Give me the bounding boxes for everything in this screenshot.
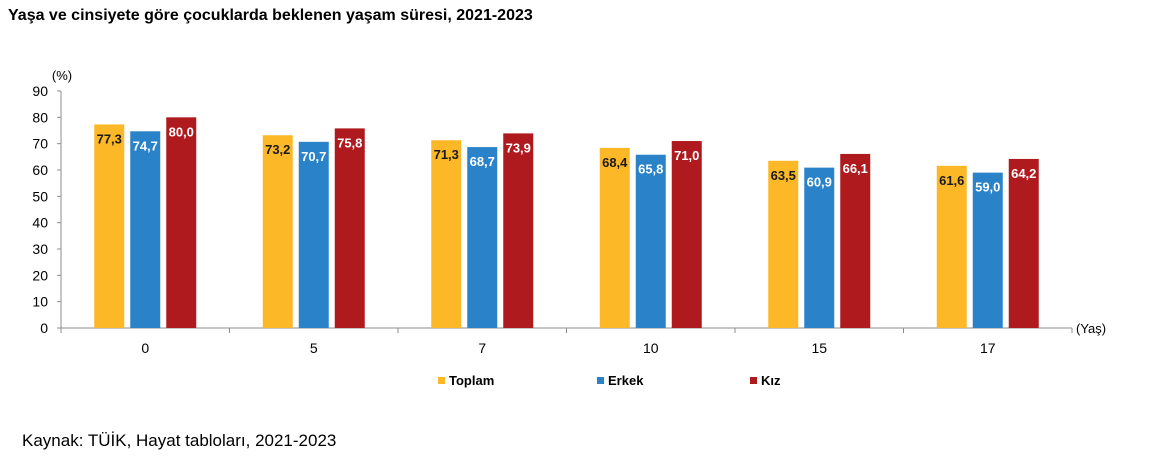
bar — [130, 131, 161, 328]
data-label: 75,8 — [337, 135, 362, 150]
y-tick-label: 60 — [32, 162, 48, 178]
data-label: 71,0 — [674, 148, 699, 163]
y-tick-label: 50 — [32, 188, 48, 204]
x-tick-label: 5 — [310, 340, 318, 356]
data-label: 73,9 — [506, 140, 531, 155]
bar — [635, 154, 666, 328]
bar — [334, 128, 365, 328]
bar — [936, 165, 967, 328]
legend-label-kiz: Kız — [761, 373, 781, 388]
x-tick-label: 0 — [141, 340, 149, 356]
y-tick-label: 30 — [32, 241, 48, 257]
data-label: 74,7 — [133, 138, 158, 153]
chart-title: Yaşa ve cinsiyete göre çocuklarda beklen… — [8, 7, 533, 24]
y-tick-label: 80 — [32, 109, 48, 125]
legend-swatch-erkek — [597, 377, 604, 384]
bar — [166, 117, 197, 328]
legend-swatch-toplam — [438, 377, 445, 384]
data-label: 73,2 — [265, 142, 290, 157]
bar — [262, 135, 293, 328]
bar — [671, 141, 702, 328]
data-label: 63,5 — [771, 168, 796, 183]
data-label: 80,0 — [169, 124, 194, 139]
bar — [840, 153, 871, 328]
y-tick-label: 40 — [32, 215, 48, 231]
legend-item-erkek: Erkek — [597, 373, 643, 388]
legend-label-toplam: Toplam — [449, 373, 495, 388]
y-axis-label: (%) — [52, 68, 72, 83]
legend-item-kiz: Kız — [750, 373, 781, 388]
data-label: 61,6 — [939, 173, 964, 188]
y-tick-label: 20 — [32, 267, 48, 283]
bar — [467, 147, 498, 328]
x-tick-label: 7 — [478, 340, 486, 356]
bar — [431, 140, 462, 328]
data-label: 77,3 — [97, 131, 122, 146]
y-tick-label: 10 — [32, 294, 48, 310]
legend-item-toplam: Toplam — [438, 373, 494, 388]
data-label: 68,7 — [470, 154, 495, 169]
legend-swatch-kiz — [750, 377, 757, 384]
x-tick-label: 17 — [980, 340, 996, 356]
data-label: 70,7 — [301, 149, 326, 164]
data-label: 71,3 — [434, 147, 459, 162]
bar — [94, 124, 125, 329]
bar — [972, 172, 1003, 328]
data-label: 60,9 — [807, 175, 832, 190]
bar — [804, 167, 835, 328]
bar — [1008, 158, 1039, 328]
data-label: 65,8 — [638, 162, 663, 177]
data-label: 64,2 — [1011, 166, 1036, 181]
x-axis-label: (Yaş) — [1076, 321, 1106, 336]
bar — [298, 141, 329, 328]
data-label: 66,1 — [843, 161, 868, 176]
y-tick-label: 90 — [32, 83, 48, 99]
data-label: 68,4 — [602, 155, 628, 170]
y-tick-label: 70 — [32, 136, 48, 152]
data-label: 59,0 — [975, 180, 1000, 195]
bar — [503, 133, 534, 328]
bar — [768, 160, 799, 328]
x-tick-label: 10 — [643, 340, 659, 356]
source-note: Kaynak: TÜİK, Hayat tabloları, 2021-2023 — [22, 431, 337, 450]
bar — [599, 147, 630, 328]
y-tick-label: 0 — [40, 320, 48, 336]
x-tick-label: 15 — [811, 340, 827, 356]
legend-label-erkek: Erkek — [608, 373, 644, 388]
